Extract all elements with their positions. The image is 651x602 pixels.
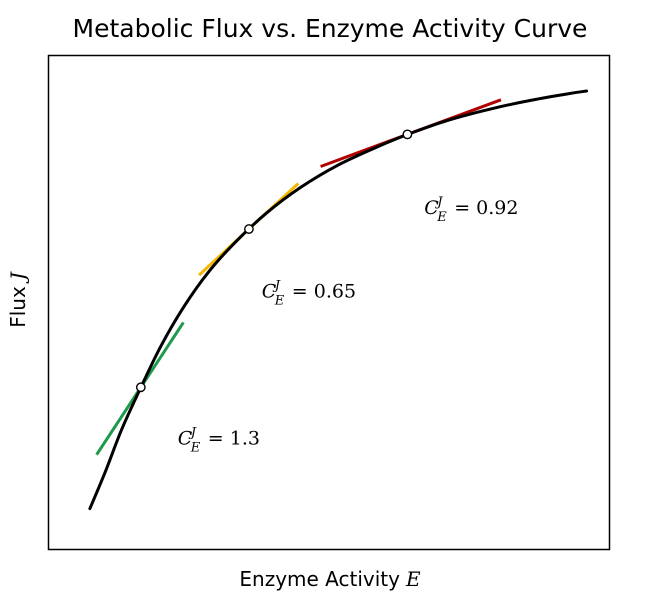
y-axis-label-var: J [6,271,30,284]
chart-title: Metabolic Flux vs. Enzyme Activity Curve [73,14,588,43]
control-coefficient-label-3: CJE = 0.92 [424,195,518,225]
tangent-low-point-marker [135,382,146,393]
y-axis-label: Flux J [6,271,30,328]
coefficient-value: = 0.92 [454,197,518,219]
tangent-point-markers [135,129,413,393]
coefficient-symbol: C [262,281,277,303]
y-axis-label-text: Flux [6,286,30,328]
coefficient-superscript: J [272,279,281,294]
coefficient-subscript: E [436,210,447,225]
coefficient-subscript: E [190,440,201,455]
coefficient-subscript: E [274,294,285,309]
control-coefficient-label-2: CJE = 0.65 [262,279,356,309]
coefficient-value: = 0.65 [292,281,356,303]
coefficient-superscript: J [434,195,443,210]
coefficient-symbol: C [424,197,439,219]
coefficient-symbol: C [178,427,193,449]
tangent-lines [95,98,502,456]
x-axis-label: Enzyme Activity E [239,567,421,591]
plot-frame [47,54,611,551]
x-axis-label-var: E [405,567,421,591]
tangent-high-point-marker [402,129,413,140]
tangent-mid-point-marker [244,224,254,234]
control-coefficient-label-1: CJE = 1.3 [178,425,260,455]
coefficient-superscript: J [188,425,197,440]
coefficient-value: = 1.3 [208,427,260,449]
x-axis-label-text: Enzyme Activity [239,567,400,591]
